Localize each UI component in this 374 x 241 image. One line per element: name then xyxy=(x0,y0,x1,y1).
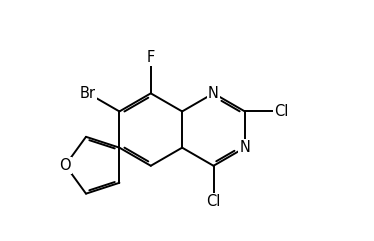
Text: Cl: Cl xyxy=(206,194,221,209)
Text: N: N xyxy=(208,86,219,101)
Text: Br: Br xyxy=(80,86,96,101)
Text: Cl: Cl xyxy=(274,104,288,119)
Text: O: O xyxy=(59,158,71,173)
Text: F: F xyxy=(147,50,155,65)
Text: N: N xyxy=(239,140,250,155)
